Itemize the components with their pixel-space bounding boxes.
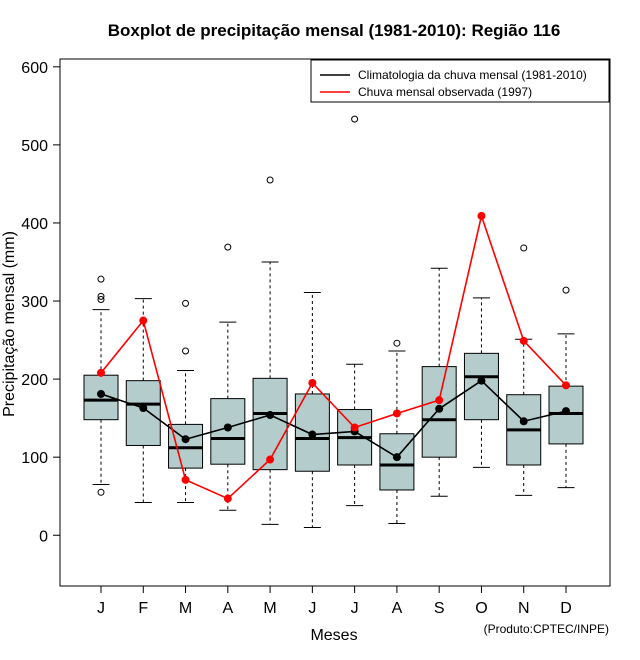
outlier-point [182,347,190,355]
observed-point [97,368,105,377]
x-tick-label: J [308,600,316,617]
box-group [379,339,415,525]
outlier-point [97,292,105,300]
box-group [83,275,119,496]
outlier-point [97,488,105,496]
legend: Climatologia da chuva mensal (1981-2010)… [310,59,610,103]
climatology-point [139,403,148,412]
y-tick-label: 300 [21,294,48,311]
observed-point [308,379,317,388]
y-tick-label: 500 [21,138,48,155]
x-tick-label: J [97,600,105,617]
box-group [463,297,499,468]
climatology-point [97,389,105,398]
box-group [294,291,330,528]
box-group [252,176,288,525]
box-iqr [252,377,288,471]
climatology-point [519,417,528,426]
box-group [421,267,457,497]
observed-point [519,336,528,345]
x-tick-label: O [475,600,487,617]
y-axis-title: Precipitação mensal (mm) [1,231,18,417]
observed-point [350,423,359,432]
x-tick-label: D [560,600,572,617]
climatology-point [223,423,232,432]
chart-title: Boxplot de precipitação mensal (1981-201… [108,21,561,40]
box-iqr [379,433,415,491]
legend-label-climatology: Climatologia da chuva mensal (1981-2010) [358,68,587,82]
box-group [125,298,161,503]
x-tick-label: A [392,600,403,617]
box-group [168,299,204,503]
box-group [337,115,373,507]
climatology-line [100,379,567,459]
box-iqr [125,380,161,446]
observed-point [392,409,401,418]
outlier-point [224,243,232,251]
x-tick-label: N [518,600,530,617]
box-group [210,243,246,511]
x-tick-label: M [179,600,192,617]
observed-point [181,475,190,484]
outlier-point [520,244,528,252]
outlier-point [393,339,401,347]
box-iqr [463,352,499,421]
climatology-point [477,376,486,385]
climatology-point [392,453,401,462]
y-tick-label: 400 [21,216,48,233]
climatology-point [181,435,190,444]
credit-text: (Produto:CPTEC/INPE) [484,622,609,636]
observed-point [223,494,232,503]
climatology-point [308,430,317,439]
x-tick-label: M [263,600,276,617]
y-tick-label: 200 [21,372,48,389]
x-tick-label: J [351,600,359,617]
observed-point [266,455,275,464]
legend-box [310,59,610,103]
plot-frame [59,58,611,587]
x-axis-title: Meses [310,627,357,644]
outlier-point [351,115,359,123]
outlier-point [97,275,105,283]
observed-point [139,316,148,325]
box-group [506,244,542,496]
y-tick-label: 600 [21,60,48,77]
x-tick-label: F [138,600,148,617]
y-tick-label: 0 [39,528,48,545]
observed-point [562,381,570,390]
y-tick-label: 100 [21,450,48,467]
outlier-point [97,295,105,303]
x-tick-label: S [434,600,445,617]
plot-area: 0 100 200 300 400 500 600 J F M A M J J A S O N D [21,60,584,617]
observed-line [100,212,567,500]
observed-point [477,211,486,220]
outlier-point [182,299,190,307]
legend-label-observed: Chuva mensal observada (1997) [358,85,532,99]
climatology-point [435,404,444,413]
climatology-point [266,411,275,420]
x-tick-label: A [222,600,233,617]
observed-point [435,396,444,405]
climatology-point [562,407,570,416]
outlier-point [562,286,570,294]
outlier-point [266,176,274,184]
